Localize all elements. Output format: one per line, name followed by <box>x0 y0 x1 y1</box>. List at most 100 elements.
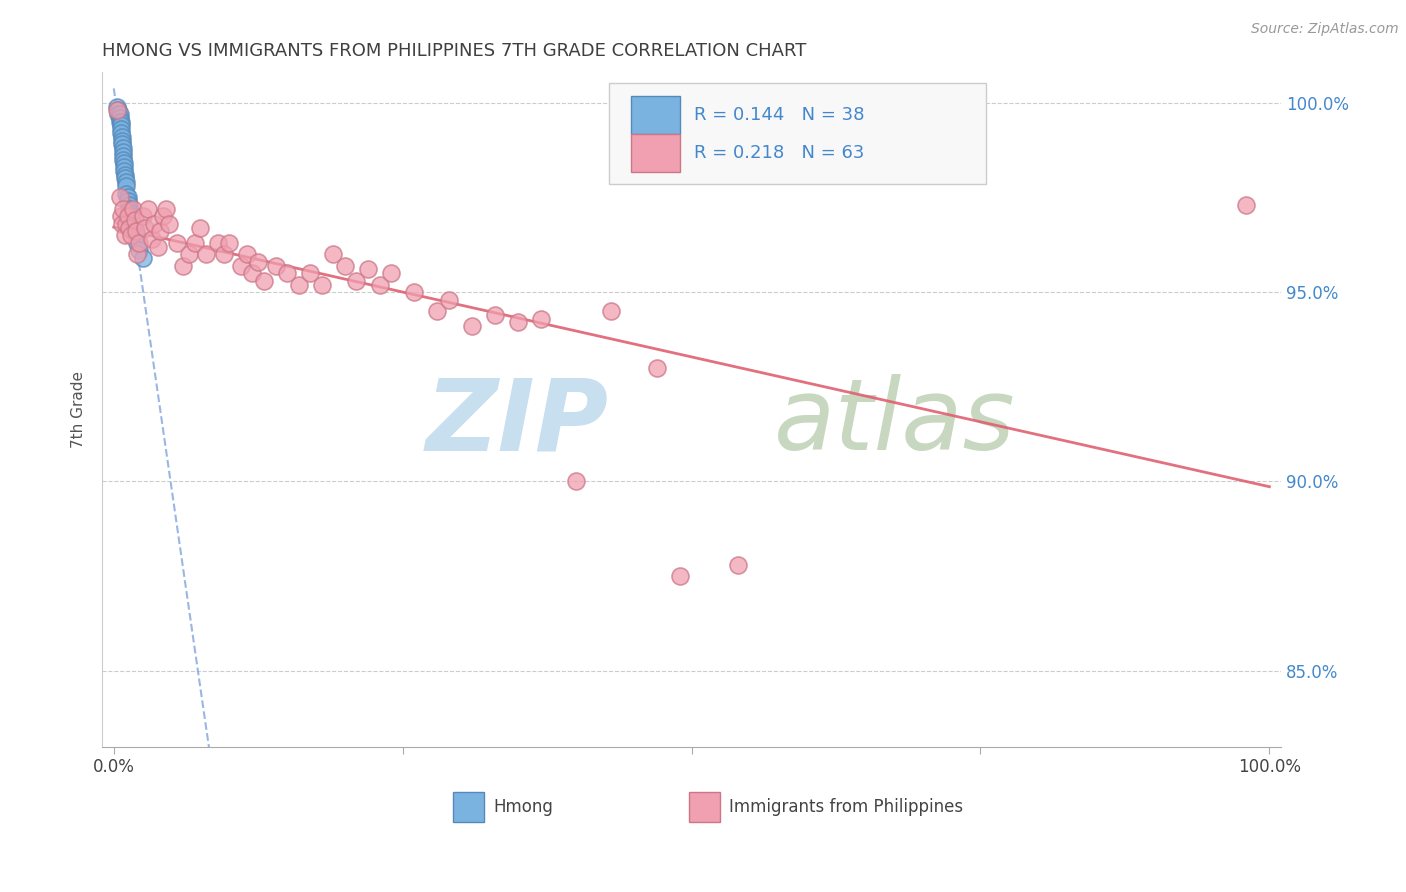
Text: Immigrants from Philippines: Immigrants from Philippines <box>730 798 963 816</box>
Point <box>110 126 132 140</box>
Point <box>115 179 138 194</box>
Point <box>125 225 148 239</box>
Point <box>115 217 138 231</box>
Point <box>311 277 333 292</box>
Point <box>134 220 156 235</box>
Point <box>111 202 134 216</box>
Point <box>346 274 368 288</box>
FancyBboxPatch shape <box>689 792 720 822</box>
Point <box>107 107 129 121</box>
Point <box>118 198 141 212</box>
Text: Source: ZipAtlas.com: Source: ZipAtlas.com <box>1251 22 1399 37</box>
Text: atlas: atlas <box>775 375 1015 472</box>
Point <box>111 145 134 159</box>
Point <box>218 235 240 250</box>
Point <box>122 217 145 231</box>
Point <box>105 99 128 113</box>
Point <box>368 277 391 292</box>
Point <box>155 202 177 216</box>
Point <box>114 228 136 243</box>
Point <box>287 277 309 292</box>
Point <box>333 259 356 273</box>
Point <box>152 210 174 224</box>
Point <box>195 247 218 261</box>
Point <box>111 134 134 148</box>
Point <box>437 293 460 307</box>
Point <box>111 137 134 152</box>
Text: Hmong: Hmong <box>494 798 554 816</box>
Point <box>111 141 134 155</box>
Text: ZIP: ZIP <box>426 375 609 472</box>
Point <box>404 285 426 299</box>
Point <box>166 235 188 250</box>
Point <box>276 266 298 280</box>
Point <box>125 235 148 250</box>
Point <box>125 247 148 261</box>
Point <box>157 217 180 231</box>
Point <box>124 213 146 227</box>
Point <box>114 168 136 182</box>
Point <box>242 266 264 280</box>
Point <box>669 569 692 583</box>
Point <box>115 186 138 201</box>
Point <box>426 304 449 318</box>
Point <box>111 217 134 231</box>
Text: R = 0.218   N = 63: R = 0.218 N = 63 <box>695 145 865 162</box>
Point <box>247 254 270 268</box>
Point <box>108 114 131 128</box>
Y-axis label: 7th Grade: 7th Grade <box>72 371 86 448</box>
Point <box>229 259 252 273</box>
Point <box>149 225 172 239</box>
Point <box>128 244 150 258</box>
Point <box>141 232 163 246</box>
Point <box>530 311 553 326</box>
Point <box>122 202 145 216</box>
Point <box>1234 198 1257 212</box>
Point <box>114 171 136 186</box>
Point <box>121 213 143 227</box>
Point <box>183 235 205 250</box>
Point <box>190 220 212 235</box>
Point <box>235 247 257 261</box>
Point <box>264 259 287 273</box>
Point <box>131 251 153 265</box>
Point <box>131 210 153 224</box>
Point <box>727 558 749 572</box>
Point <box>177 247 200 261</box>
Point <box>138 202 160 216</box>
Point <box>207 235 229 250</box>
Point <box>357 262 380 277</box>
Point <box>112 164 135 178</box>
Point <box>107 103 129 118</box>
Point <box>461 319 484 334</box>
Point <box>645 360 668 375</box>
Point <box>380 266 402 280</box>
Point <box>120 228 142 243</box>
Point <box>125 228 148 243</box>
FancyBboxPatch shape <box>631 96 679 134</box>
FancyBboxPatch shape <box>631 135 679 172</box>
Point <box>111 149 134 163</box>
Point <box>118 205 141 219</box>
Point <box>108 107 131 121</box>
Point <box>108 111 131 125</box>
Point <box>117 194 139 209</box>
Point <box>128 235 150 250</box>
Point <box>108 190 131 204</box>
FancyBboxPatch shape <box>454 792 484 822</box>
Point <box>112 160 135 174</box>
Point <box>172 259 194 273</box>
Point <box>118 202 141 216</box>
Point <box>110 119 132 133</box>
Point <box>110 210 132 224</box>
FancyBboxPatch shape <box>609 83 986 184</box>
Point <box>111 129 134 144</box>
Point <box>115 175 138 189</box>
Point <box>110 122 132 136</box>
Point <box>146 240 169 254</box>
Point <box>117 210 139 224</box>
Point <box>212 247 235 261</box>
Point <box>322 247 344 261</box>
Text: HMONG VS IMMIGRANTS FROM PHILIPPINES 7TH GRADE CORRELATION CHART: HMONG VS IMMIGRANTS FROM PHILIPPINES 7TH… <box>103 42 807 60</box>
Point <box>118 220 141 235</box>
